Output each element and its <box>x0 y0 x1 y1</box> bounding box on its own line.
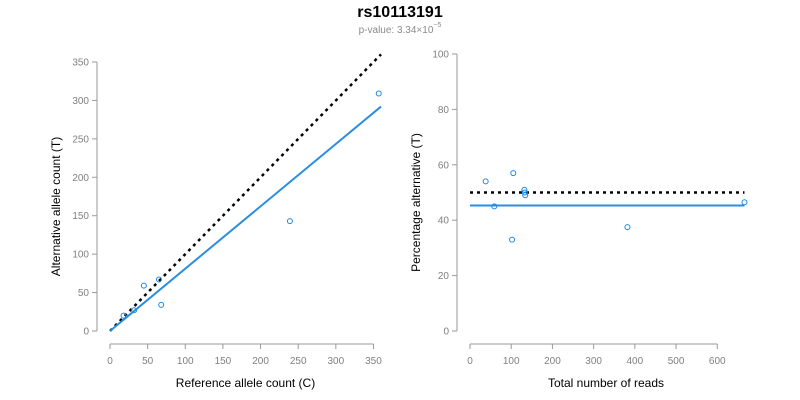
right-data-point <box>521 186 528 193</box>
right-data-point <box>509 236 516 243</box>
p-value-text: p-value: 3.34×10 <box>358 25 434 36</box>
chart-title: rs10113191 <box>357 4 443 21</box>
left-y-tick-label: 200 <box>72 173 89 184</box>
p-value-exponent: −5 <box>433 22 442 29</box>
right-data-point <box>491 203 498 210</box>
left-y-axis-title: Alternative allele count (T) <box>49 137 63 276</box>
right-y-tick-label: 0 <box>443 327 449 338</box>
right-y-tick-label: 60 <box>438 160 450 171</box>
left-x-axis-title: Reference allele count (C) <box>176 376 315 390</box>
left-x-tick-label: 0 <box>107 356 113 367</box>
left-x-tick-label: 200 <box>252 356 269 367</box>
right-x-tick-label: 400 <box>627 356 644 367</box>
right-x-tick-label: 0 <box>467 356 473 367</box>
right-x-tick-label: 100 <box>503 356 520 367</box>
right-y-tick-label: 40 <box>438 216 450 227</box>
left-x-tick-label: 250 <box>290 356 307 367</box>
right-data-point <box>510 170 517 177</box>
left-reference-line <box>109 53 382 332</box>
right-data-point <box>741 199 748 206</box>
left-x-tick-label: 50 <box>142 356 154 367</box>
right-x-tick-label: 300 <box>585 356 602 367</box>
left-data-point <box>120 312 127 319</box>
left-fit-line <box>109 105 382 332</box>
left-y-tick-label: 50 <box>78 288 90 299</box>
left-data-point <box>158 301 165 308</box>
right-x-tick-label: 200 <box>544 356 561 367</box>
left-x-tick-label: 100 <box>177 356 194 367</box>
left-y-tick-label: 0 <box>83 327 89 338</box>
left-y-tick-label: 250 <box>72 134 89 145</box>
left-y-tick-label: 150 <box>72 211 89 222</box>
left-x-tick-label: 300 <box>327 356 344 367</box>
left-x-tick-label: 150 <box>215 356 232 367</box>
right-data-point <box>521 189 528 196</box>
right-y-tick-label: 80 <box>438 105 450 116</box>
left-y-tick-label: 350 <box>72 58 89 69</box>
right-x-tick-label: 600 <box>709 356 726 367</box>
right-data-point <box>624 224 631 231</box>
chart-subtitle: p-value: 3.34×10−5 <box>0 22 800 36</box>
left-data-point <box>131 307 138 314</box>
left-data-point <box>286 218 293 225</box>
left-x-tick-label: 350 <box>365 356 382 367</box>
left-y-tick-label: 100 <box>72 250 89 261</box>
right-x-tick-label: 500 <box>668 356 685 367</box>
left-data-point <box>155 276 162 283</box>
right-data-point <box>522 192 529 199</box>
right-y-tick-label: 20 <box>438 271 450 282</box>
right-data-point <box>482 178 489 185</box>
right-y-axis-title: Percentage alternative (T) <box>409 133 423 272</box>
left-data-point <box>375 90 382 97</box>
left-data-point <box>140 282 147 289</box>
left-y-tick-label: 300 <box>72 96 89 107</box>
right-x-axis-title: Total number of reads <box>548 376 664 390</box>
right-y-tick-label: 100 <box>432 50 449 61</box>
